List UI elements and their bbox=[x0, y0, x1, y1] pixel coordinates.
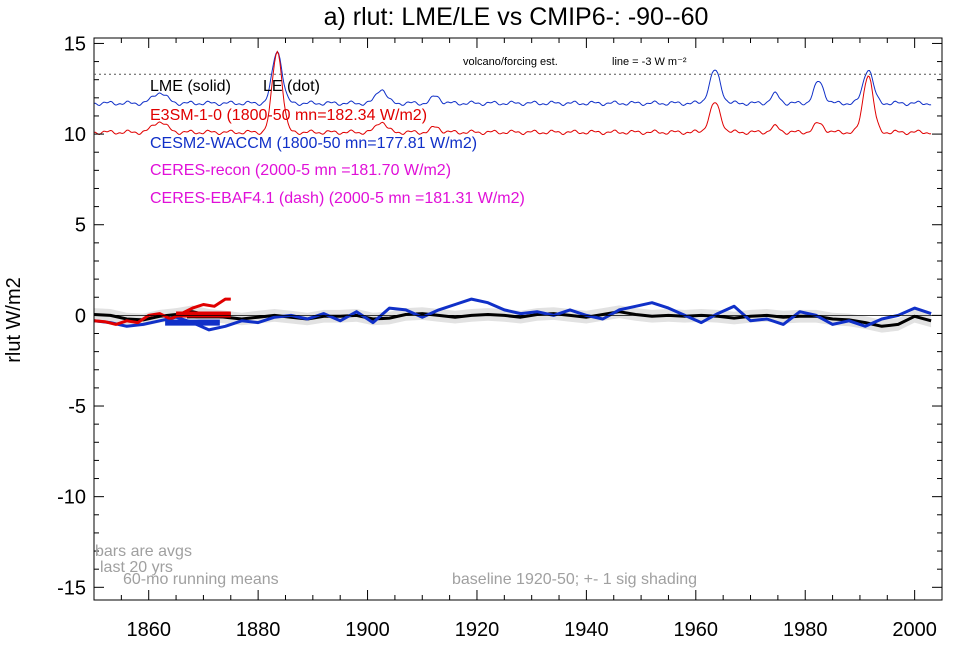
x-tick-label: 1860 bbox=[126, 619, 171, 641]
series-line-e3sm bbox=[93, 297, 231, 326]
legend-entry-e3sm: E3SM-1-0 (1800-50 mn=182.34 W/m2) bbox=[150, 107, 427, 124]
reference-line-label-right: line = -3 W m⁻² bbox=[612, 56, 687, 68]
x-tick-label: 1980 bbox=[783, 619, 828, 641]
series-group bbox=[93, 297, 932, 332]
x-tick-label: 1920 bbox=[455, 619, 500, 641]
y-tick-label: 15 bbox=[64, 33, 86, 55]
plot-frame bbox=[93, 37, 943, 601]
x-tick-label: 1900 bbox=[345, 619, 390, 641]
baseline-note: baseline 1920-50; +- 1 sig shading bbox=[452, 571, 697, 588]
legend-entry-cesm2: CESM2-WACCM (1800-50 mn=177.81 W/m2) bbox=[150, 135, 477, 152]
y-tick-label: 5 bbox=[75, 215, 86, 237]
y-tick-label: -5 bbox=[68, 396, 86, 418]
bars-note-1: bars are avgs bbox=[95, 543, 192, 560]
forcing-line-e3sm bbox=[93, 50, 932, 136]
forcing-line-cesm2 bbox=[93, 50, 932, 107]
legend-header-solid: LME (solid) bbox=[150, 78, 231, 95]
forcing-series-group bbox=[93, 50, 932, 136]
x-tick-label: 1880 bbox=[236, 619, 281, 641]
y-tick-label: -15 bbox=[57, 577, 86, 599]
bars-note-2: last 20 yrs bbox=[100, 559, 173, 576]
reference-line-label-left: volcano/forcing est. bbox=[463, 56, 558, 68]
running-means-note: 60-mo running means bbox=[123, 571, 279, 588]
legend-entry-ceres-recon: CERES-recon (2000-5 mn =181.70 W/m2) bbox=[150, 162, 451, 179]
axes-group: -15 -10 -5 0 5 10 15 1860 1880 1900 1920 1940 1960 19… bbox=[57, 33, 943, 641]
legend-header-dot: LE (dot) bbox=[263, 78, 320, 95]
x-tick-label: 2000 bbox=[892, 619, 937, 641]
x-tick-label: 1940 bbox=[564, 619, 609, 641]
y-tick-label: -10 bbox=[57, 487, 86, 509]
series-line-cesm2 bbox=[93, 297, 932, 332]
y-tick-label: 10 bbox=[64, 124, 86, 146]
chart-title: a) rlut: LME/LE vs CMIP6-: -90--60 bbox=[324, 3, 709, 31]
y-axis-label: rlut W/m2 bbox=[3, 277, 25, 363]
x-tick-label: 1960 bbox=[674, 619, 719, 641]
y-tick-label: 0 bbox=[75, 305, 86, 327]
legend-entry-ceres-ebaf: CERES-EBAF4.1 (dash) (2000-5 mn =181.31 … bbox=[150, 190, 525, 207]
